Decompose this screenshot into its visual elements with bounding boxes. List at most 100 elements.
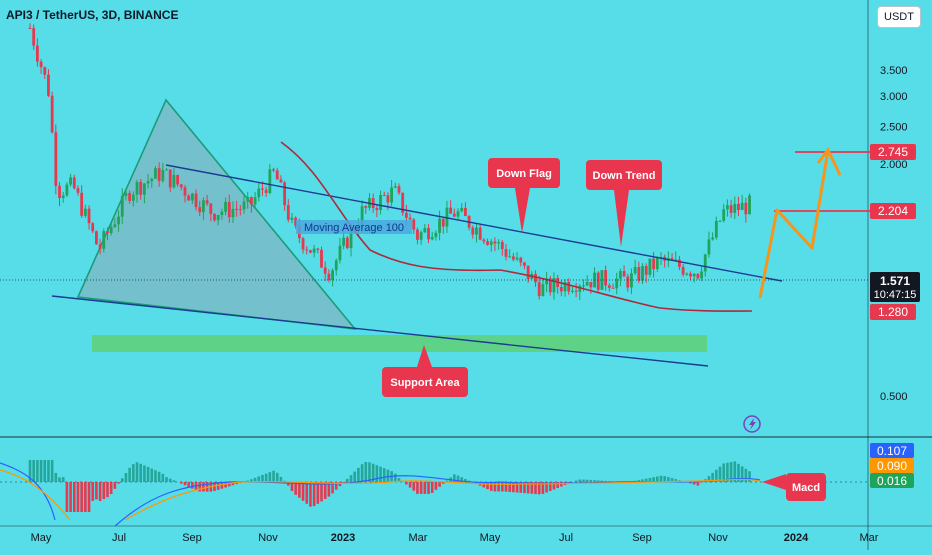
candle-body — [302, 238, 305, 249]
macd-histogram-bar — [43, 460, 46, 482]
candle-body — [132, 195, 135, 201]
macd-value-badge: 0.107 — [870, 443, 914, 458]
macd-histogram-bar — [350, 475, 353, 482]
candle-body — [254, 197, 257, 204]
candle-body — [102, 231, 105, 249]
candle-body — [291, 218, 294, 220]
macd-histogram-bar — [431, 482, 434, 493]
candle-body — [501, 242, 504, 249]
candle-body — [136, 182, 139, 195]
currency-button[interactable]: USDT — [877, 6, 921, 28]
candle-body — [331, 270, 334, 280]
candle-body — [560, 287, 563, 291]
macd-histogram-bar — [169, 479, 172, 482]
candle-body — [623, 271, 626, 276]
candle-body — [69, 177, 72, 184]
macd-histogram-bar — [575, 481, 578, 482]
candle-body — [110, 227, 113, 233]
candle-body — [482, 240, 485, 242]
candle-body — [494, 242, 497, 244]
macd-histogram-bar — [150, 469, 153, 482]
candle-body — [228, 202, 231, 217]
macd-histogram-bar — [501, 482, 504, 491]
candle-body — [505, 249, 508, 257]
macd-histogram-bar — [106, 482, 109, 497]
macd-histogram-bar — [110, 482, 113, 494]
candle-body — [486, 241, 489, 245]
candle-body — [508, 256, 511, 257]
candle-body — [268, 169, 271, 193]
candle-body — [198, 207, 201, 212]
candle-body — [696, 274, 699, 278]
candle-body — [737, 204, 740, 210]
candle-body — [283, 182, 286, 205]
macd-histogram-bar — [394, 474, 397, 482]
candle-body — [125, 193, 128, 196]
macd-histogram-bar — [58, 477, 61, 482]
candle-body — [523, 262, 526, 265]
candle-body — [154, 168, 157, 179]
candle-body — [95, 231, 98, 244]
candle-body — [40, 62, 43, 68]
candle-body — [128, 193, 131, 201]
candle-body — [589, 282, 592, 287]
price-tick-label: 0.500 — [880, 391, 908, 403]
candle-body — [209, 204, 212, 214]
candle-body — [733, 204, 736, 213]
macd-histogram-bar — [383, 468, 386, 482]
candle-body — [449, 208, 452, 214]
macd-histogram-bar — [47, 460, 50, 482]
macd-histogram-bar — [424, 482, 427, 494]
macd-histogram-bar — [180, 482, 183, 484]
candle-body — [187, 196, 190, 201]
time-tick-label: Mar — [409, 532, 428, 544]
candle-body — [519, 258, 522, 263]
candle-body — [346, 238, 349, 248]
candle-body — [390, 188, 393, 203]
down-trend-label: Down Trend — [593, 170, 656, 182]
macd-histogram-bar — [276, 473, 279, 482]
macd-histogram-bar — [77, 482, 80, 512]
candle-body — [265, 190, 268, 193]
candle-body — [250, 197, 253, 204]
candle-body — [29, 28, 32, 29]
macd-histogram-bar — [582, 480, 585, 482]
macd-histogram-bar — [505, 482, 508, 492]
macd-histogram-bar — [320, 482, 323, 501]
macd-histogram-bar — [102, 482, 105, 499]
candle-body — [398, 186, 401, 193]
macd-histogram-bar — [198, 482, 201, 491]
candle-body — [287, 205, 290, 220]
candle-body — [427, 228, 430, 239]
time-tick-label: Nov — [258, 532, 278, 544]
down-flag-label: Down Flag — [496, 168, 552, 180]
time-tick-label: Mar — [860, 532, 879, 544]
macd-histogram-bar — [261, 475, 264, 482]
macd-histogram-bar — [597, 480, 600, 482]
candle-body — [652, 259, 655, 269]
candle-body — [490, 242, 493, 245]
price-tick-label: 2.000 — [880, 159, 908, 171]
candle-body — [58, 186, 61, 198]
macd-histogram-bar — [191, 482, 194, 489]
macd-value: 0.107 — [877, 444, 907, 458]
candle-body — [597, 273, 600, 290]
candle-body — [191, 194, 194, 201]
candle-body — [582, 285, 585, 286]
candle-body — [497, 242, 500, 243]
macd-histogram-bar — [187, 482, 190, 487]
macd-histogram-bar — [147, 467, 150, 482]
candle-body — [335, 260, 338, 270]
candle-body — [542, 284, 545, 296]
macd-histogram-bar — [313, 482, 316, 506]
candle-body — [77, 188, 80, 193]
candle-body — [272, 169, 275, 170]
candle-body — [235, 209, 238, 210]
candle-body — [608, 285, 611, 287]
candle-body — [571, 291, 574, 292]
support-area-label: Support Area — [390, 377, 460, 389]
time-tick-label: Jul — [559, 532, 573, 544]
macd-histogram-bar — [438, 482, 441, 487]
candle-body — [457, 211, 460, 216]
